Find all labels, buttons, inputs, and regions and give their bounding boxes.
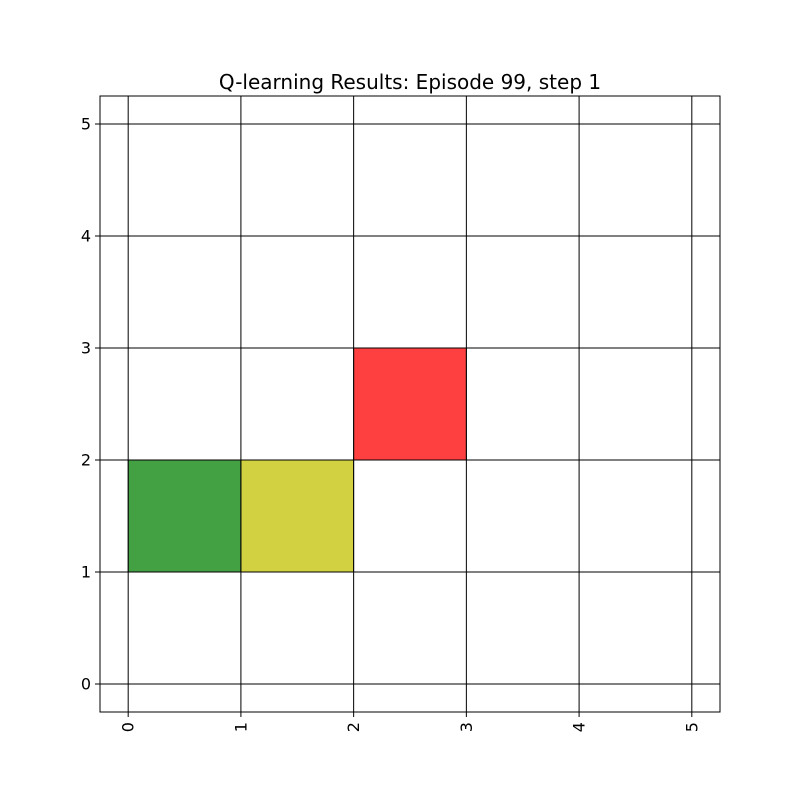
- y-tick-label-0: 0: [81, 675, 91, 694]
- grid-cell-0: [127, 459, 242, 573]
- chart-title: Q-learning Results: Episode 99, step 1: [219, 70, 601, 94]
- grid-cell-2: [353, 347, 467, 461]
- x-tick-label-4: 4: [570, 722, 589, 732]
- grid-layer: [100, 96, 720, 712]
- y-tick-label-4: 4: [81, 227, 91, 246]
- x-tick-label-2: 2: [344, 722, 363, 732]
- y-tick-label-5: 5: [81, 115, 91, 134]
- y-tick-label-3: 3: [81, 339, 91, 358]
- y-tick-label-2: 2: [81, 451, 91, 470]
- x-tick-label-1: 1: [231, 722, 250, 732]
- grid-cell-1: [240, 459, 355, 573]
- plot-frame: [99, 95, 721, 713]
- x-tick-label-0: 0: [119, 722, 138, 732]
- ticks-layer: 0 1 2 3 4 5 0 1 2 3 4 5: [81, 115, 702, 733]
- y-tick-label-1: 1: [81, 563, 91, 582]
- x-tick-label-3: 3: [457, 722, 476, 732]
- x-tick-label-5: 5: [682, 722, 701, 732]
